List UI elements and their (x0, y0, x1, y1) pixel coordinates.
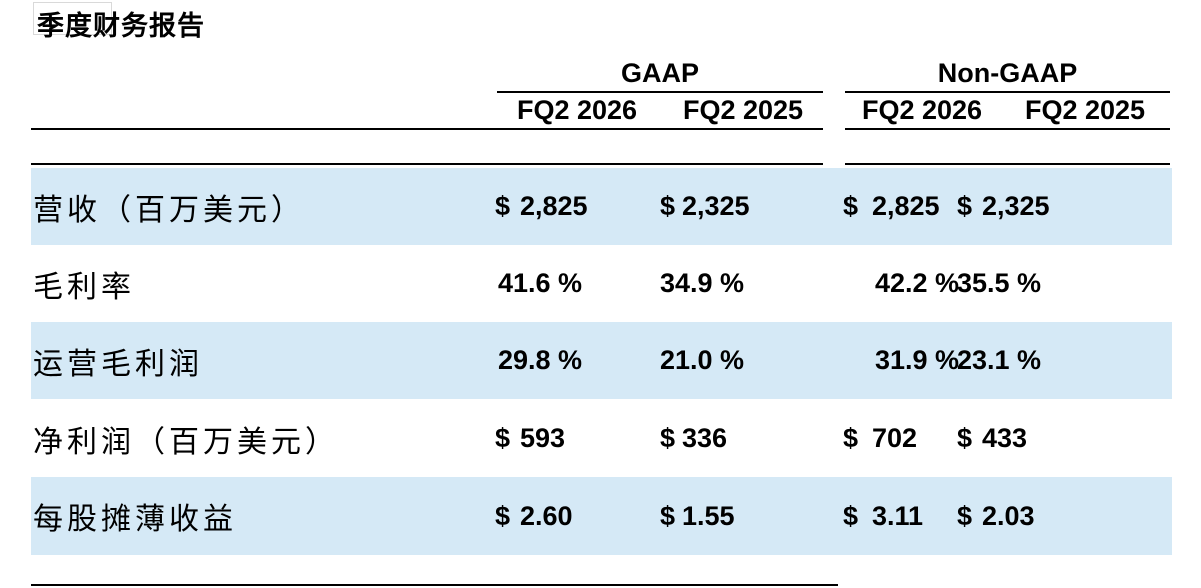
table-cell: $2,825 (843, 168, 940, 245)
header-rule-left (31, 128, 823, 130)
cell-value: 1.55 (682, 500, 735, 531)
table-cell: 21.0 % (660, 322, 744, 399)
table-cell: 23.1 % (957, 322, 1041, 399)
row-label: 毛利率 (33, 270, 135, 304)
dollar-sign: $ (843, 423, 859, 453)
dollar-sign: $ (660, 423, 676, 453)
cell-value: 2.60 (520, 500, 573, 531)
table-top-rule-left (31, 163, 823, 165)
cell-value: 2,825 (520, 191, 588, 221)
cell-value: 702 (872, 423, 918, 453)
table-row: 营收（百万美元） $2,825 $2,325 $2,825 $2,325 (31, 168, 1172, 245)
cell-value: 34.9 % (660, 268, 745, 298)
dollar-sign: $ (843, 500, 859, 531)
table-row: 净利润（百万美元） $593 $336 $702 $433 (31, 400, 1172, 477)
dollar-sign: $ (660, 500, 676, 531)
column-header-nongaap-fq2-2026: FQ2 2026 (862, 95, 983, 125)
cell-value: 35.5 % (957, 268, 1042, 298)
row-label: 运营毛利润 (33, 347, 203, 381)
title-cell-border (33, 2, 112, 35)
cell-value: 42.2 % (875, 268, 960, 298)
cell-value: 41.6 % (498, 268, 583, 298)
cell-value: 23.1 % (957, 345, 1042, 375)
cell-value: 2,325 (982, 191, 1050, 221)
gaap-underline-rule (497, 91, 823, 93)
table-cell: $593 (495, 400, 565, 477)
column-group-gaap: GAAP (620, 58, 699, 88)
dollar-sign: $ (957, 500, 973, 531)
dollar-sign: $ (957, 191, 973, 221)
column-header-nongaap-fq2-2025: FQ2 2025 (1025, 95, 1146, 125)
header-rule-right (845, 128, 1170, 130)
dollar-sign: $ (495, 500, 511, 531)
table-bottom-rule (31, 584, 838, 586)
table-cell: $2.60 (495, 477, 573, 555)
column-header-gaap-fq2-2026: FQ2 2026 (517, 95, 638, 125)
table-cell: 34.9 % (660, 245, 744, 322)
table-row: 每股摊薄收益 $2.60 $1.55 $3.11 $2.03 (31, 477, 1172, 555)
table-cell: $702 (843, 400, 917, 477)
table-cell: 31.9 % (843, 322, 959, 399)
dollar-sign: $ (495, 423, 511, 453)
cell-value: 2,825 (872, 191, 940, 221)
table-cell: $2,325 (660, 168, 750, 245)
cell-value: 593 (520, 423, 566, 453)
row-label: 每股摊薄收益 (33, 503, 237, 536)
table-cell: 41.6 % (495, 245, 582, 322)
cell-value: 2.03 (982, 500, 1035, 531)
dollar-sign: $ (957, 423, 973, 453)
cell-value: 2,325 (682, 191, 750, 221)
page-title: 季度财务报告 (37, 11, 205, 41)
table-cell: 29.8 % (495, 322, 582, 399)
dollar-sign: $ (495, 191, 511, 221)
cell-value: 336 (682, 423, 728, 453)
table-cell: $2,325 (957, 168, 1050, 245)
column-header-gaap-fq2-2025: FQ2 2025 (683, 95, 804, 125)
table-cell: 42.2 % (843, 245, 959, 322)
table-top-rule-right (845, 163, 1170, 165)
table-cell: $3.11 (843, 477, 923, 555)
row-label: 营收（百万美元） (33, 193, 305, 227)
nongaap-underline-rule (845, 91, 1170, 93)
table-cell: $2,825 (495, 168, 588, 245)
table-cell: $336 (660, 400, 727, 477)
cell-value: 31.9 % (875, 345, 960, 375)
dollar-sign: $ (660, 191, 676, 221)
cell-value: 3.11 (872, 500, 924, 531)
table-cell: $2.03 (957, 477, 1035, 555)
table-cell: $433 (957, 400, 1027, 477)
table-cell: 35.5 % (957, 245, 1041, 322)
cell-value: 29.8 % (498, 345, 583, 375)
cell-value: 21.0 % (660, 345, 745, 375)
dollar-sign: $ (843, 191, 859, 221)
table-row: 毛利率 41.6 % 34.9 % 42.2 % 35.5 % (31, 245, 1172, 322)
row-label: 净利润（百万美元） (33, 425, 339, 459)
table-row: 运营毛利润 29.8 % 21.0 % 31.9 % 23.1 % (31, 322, 1172, 399)
table-cell: $1.55 (660, 477, 735, 555)
column-group-nongaap: Non-GAAP (937, 58, 1078, 88)
cell-value: 433 (982, 423, 1028, 453)
